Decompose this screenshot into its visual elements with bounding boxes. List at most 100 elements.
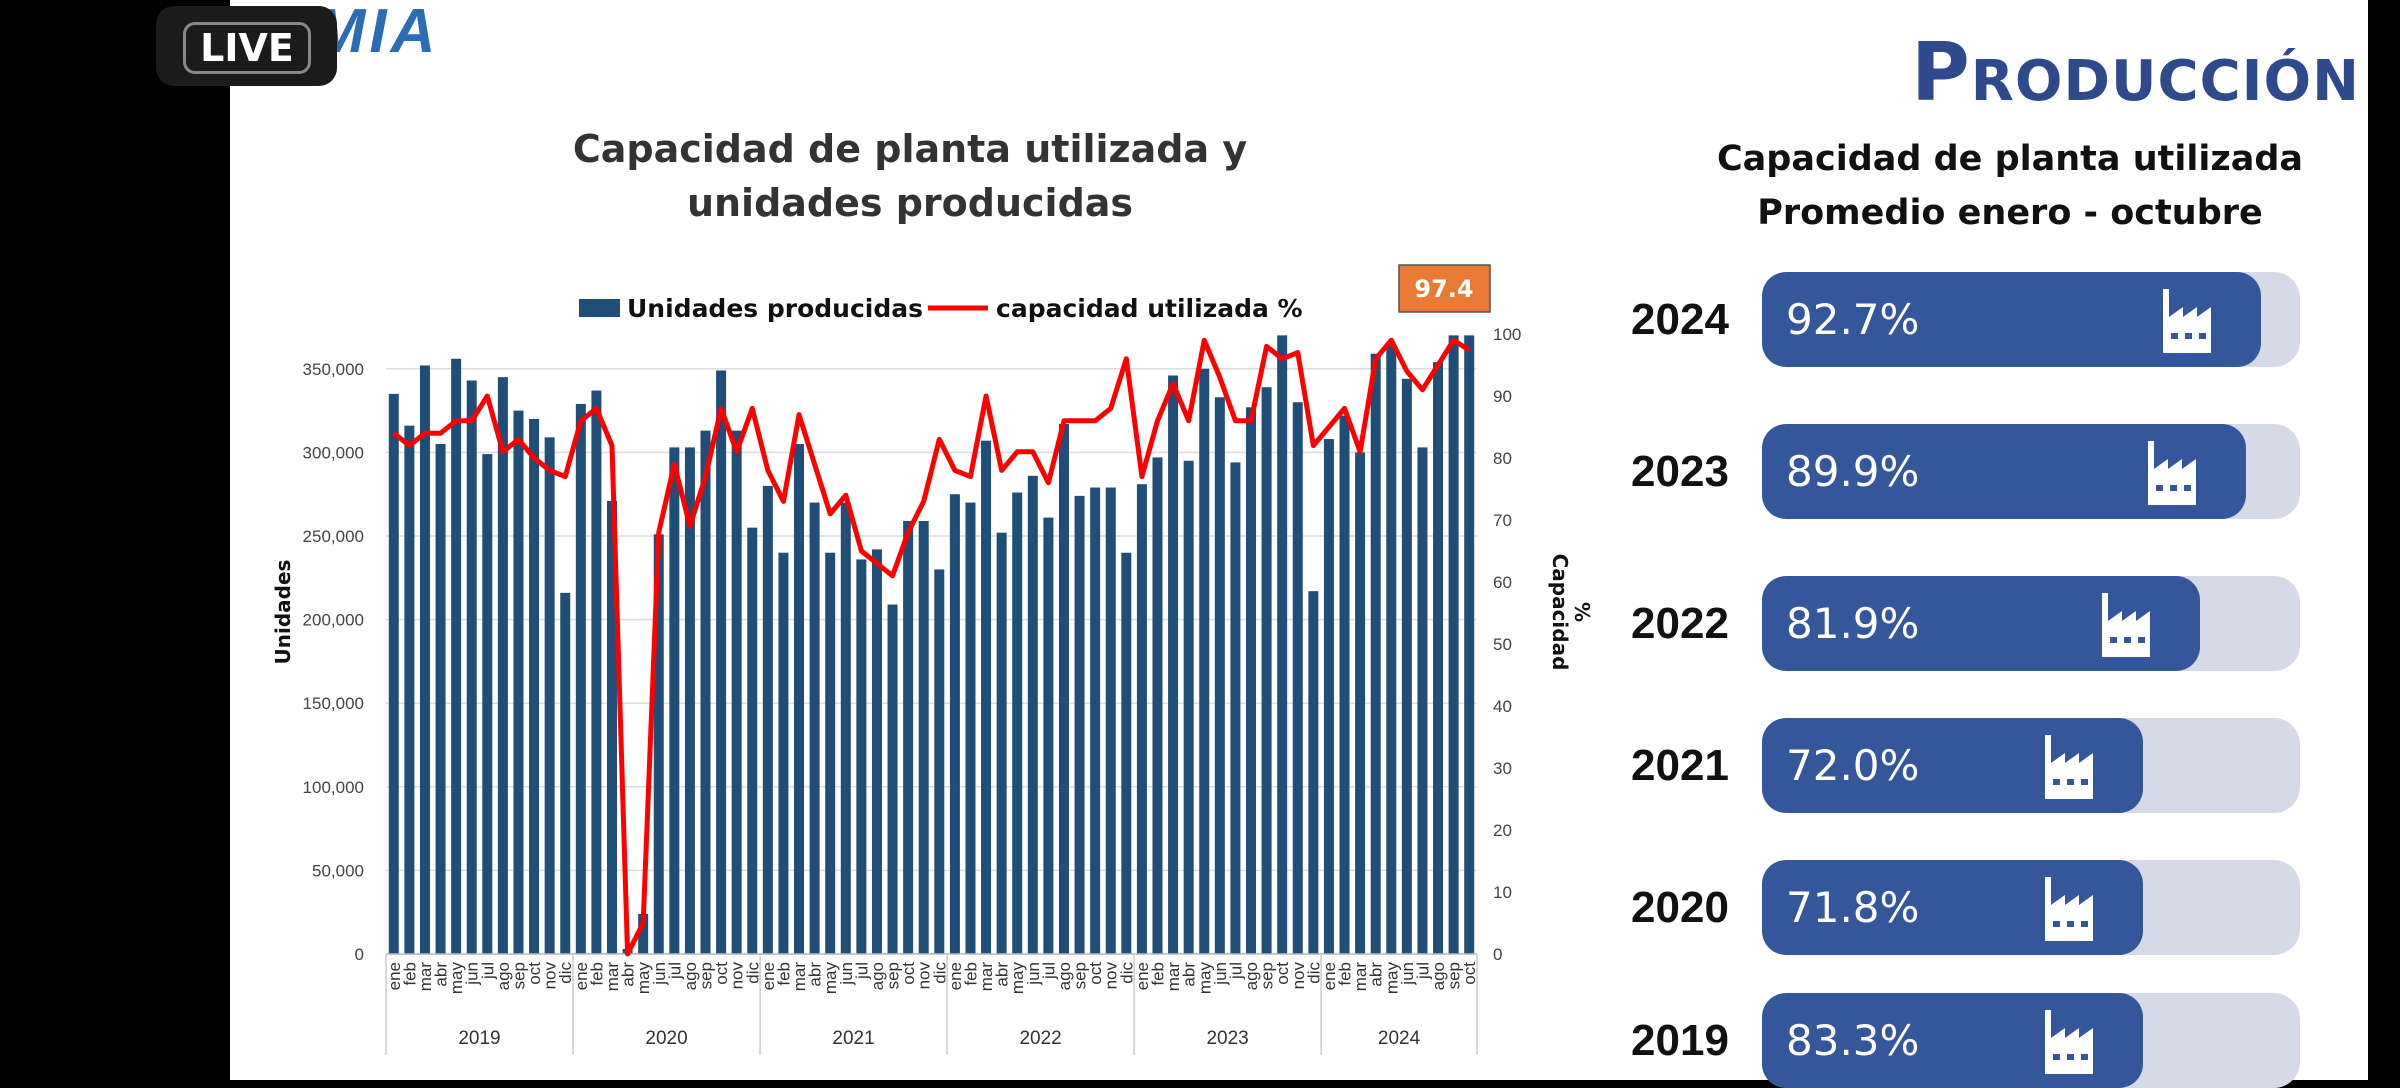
page-title: Producción bbox=[1911, 26, 2360, 119]
month-label: jun bbox=[837, 962, 856, 986]
y2-tick-label: 40 bbox=[1493, 697, 1512, 716]
y2-tick-label: 0 bbox=[1493, 945, 1502, 964]
month-label: jul bbox=[665, 962, 684, 980]
chart-title-line2: unidades producidas bbox=[686, 181, 1134, 225]
month-label: ene bbox=[946, 962, 965, 990]
capacity-fill: 83.3% bbox=[1762, 993, 2143, 1088]
bar bbox=[1417, 447, 1428, 954]
month-label: may bbox=[1195, 962, 1214, 995]
capacity-line bbox=[392, 337, 1471, 957]
legend-label-bars: Unidades producidas bbox=[627, 294, 923, 323]
y2-axis-title-unit: % bbox=[1570, 602, 1594, 622]
chart-title: Capacidad de planta utilizada y unidades… bbox=[520, 122, 1300, 230]
bar bbox=[1323, 439, 1334, 954]
bar bbox=[1448, 335, 1459, 954]
bar bbox=[529, 418, 540, 955]
month-label: jun bbox=[1211, 962, 1230, 986]
bar bbox=[560, 592, 571, 954]
month-label: may bbox=[1008, 962, 1027, 995]
bar bbox=[778, 552, 789, 954]
capacity-value: 81.9% bbox=[1786, 599, 1920, 648]
factory-icon bbox=[2102, 592, 2150, 657]
bar bbox=[1027, 475, 1038, 954]
bar bbox=[1401, 378, 1412, 954]
capacity-fill: 89.9% bbox=[1762, 424, 2246, 519]
bar bbox=[1074, 495, 1085, 954]
bar bbox=[903, 520, 914, 954]
bar bbox=[497, 377, 508, 954]
month-label: oct bbox=[525, 962, 544, 985]
month-label: ene bbox=[759, 962, 778, 990]
month-label: dic bbox=[930, 962, 949, 984]
month-label: oct bbox=[899, 962, 918, 985]
year-label: 2021 bbox=[832, 1028, 874, 1049]
bar bbox=[482, 454, 493, 954]
factory-icon bbox=[2045, 1009, 2093, 1074]
month-label: sep bbox=[1445, 962, 1464, 989]
y2-tick-label: 10 bbox=[1493, 883, 1512, 902]
y-tick-label: 100,000 bbox=[303, 778, 364, 797]
y2-tick-label: 60 bbox=[1493, 573, 1512, 592]
callout-box bbox=[1398, 264, 1491, 313]
bar bbox=[1183, 460, 1194, 954]
capacity-fill: 72.0% bbox=[1762, 718, 2143, 813]
bar bbox=[918, 520, 929, 954]
month-label: sep bbox=[509, 962, 528, 989]
bar bbox=[794, 444, 805, 954]
summary-row-2019: 2019 83.3% bbox=[1600, 993, 2320, 1088]
bar bbox=[1277, 335, 1288, 954]
chart-title-line1: Capacidad de planta utilizada y bbox=[572, 127, 1248, 171]
summary-title-line1: Capacidad de planta utilizada bbox=[1716, 139, 2304, 179]
month-label: mar bbox=[603, 962, 622, 992]
summary-row-2021: 2021 72.0% bbox=[1600, 718, 2320, 813]
y-tick-label: 300,000 bbox=[303, 443, 364, 462]
month-label: abr bbox=[806, 962, 825, 987]
year-label: 2019 bbox=[458, 1028, 500, 1049]
month-label: mar bbox=[1164, 962, 1183, 992]
factory-icon bbox=[2045, 734, 2093, 799]
callout-value: 97.4 bbox=[1414, 275, 1473, 303]
month-label: feb bbox=[1336, 962, 1355, 986]
bar bbox=[700, 430, 711, 954]
summary-row-2023: 2023 89.9% bbox=[1600, 424, 2320, 519]
live-label: LIVE bbox=[183, 22, 311, 74]
month-label: jun bbox=[463, 962, 482, 986]
month-label: ago bbox=[494, 962, 513, 990]
month-label: ago bbox=[868, 962, 887, 990]
y-tick-label: 150,000 bbox=[303, 694, 364, 713]
bar bbox=[871, 549, 882, 954]
summary-year: 2020 bbox=[1631, 882, 1729, 932]
bar bbox=[1370, 353, 1381, 954]
month-label: ago bbox=[1429, 962, 1448, 990]
production-chart: 0 50,000 100,000 150,000 200,000 250,000 300,0… bbox=[271, 264, 1594, 1055]
month-label: feb bbox=[400, 962, 419, 986]
month-label: ene bbox=[1133, 962, 1152, 990]
year-label: 2020 bbox=[645, 1028, 687, 1049]
y2-tick-label: 100 bbox=[1493, 325, 1521, 344]
month-label: nov bbox=[915, 962, 934, 990]
month-label: nov bbox=[1289, 962, 1308, 990]
month-label: dic bbox=[743, 962, 762, 984]
bar bbox=[1136, 484, 1147, 954]
bar bbox=[1043, 517, 1054, 954]
year-label: 2024 bbox=[1378, 1028, 1421, 1049]
y-tick-label: 50,000 bbox=[312, 861, 364, 880]
summary-year: 2023 bbox=[1631, 446, 1729, 496]
month-label: ago bbox=[681, 962, 700, 990]
summary-title-line2: Promedio enero - octubre bbox=[1757, 193, 2263, 233]
factory-icon bbox=[2045, 876, 2093, 941]
capacity-fill: 92.7% bbox=[1762, 272, 2261, 367]
bar bbox=[669, 447, 680, 954]
capacity-value: 72.0% bbox=[1786, 741, 1920, 790]
month-label: oct bbox=[1460, 962, 1479, 985]
month-label: abr bbox=[432, 962, 451, 987]
month-label: nov bbox=[1102, 962, 1121, 990]
month-label: feb bbox=[1148, 962, 1167, 986]
y2-axis-title: Capacidad bbox=[1548, 554, 1572, 671]
legend-swatch-bars bbox=[579, 299, 620, 317]
month-label: oct bbox=[1086, 962, 1105, 985]
bar bbox=[591, 390, 602, 954]
y2-tick-label: 30 bbox=[1493, 759, 1512, 778]
capacity-value: 89.9% bbox=[1786, 447, 1920, 496]
month-label: mar bbox=[416, 962, 435, 992]
